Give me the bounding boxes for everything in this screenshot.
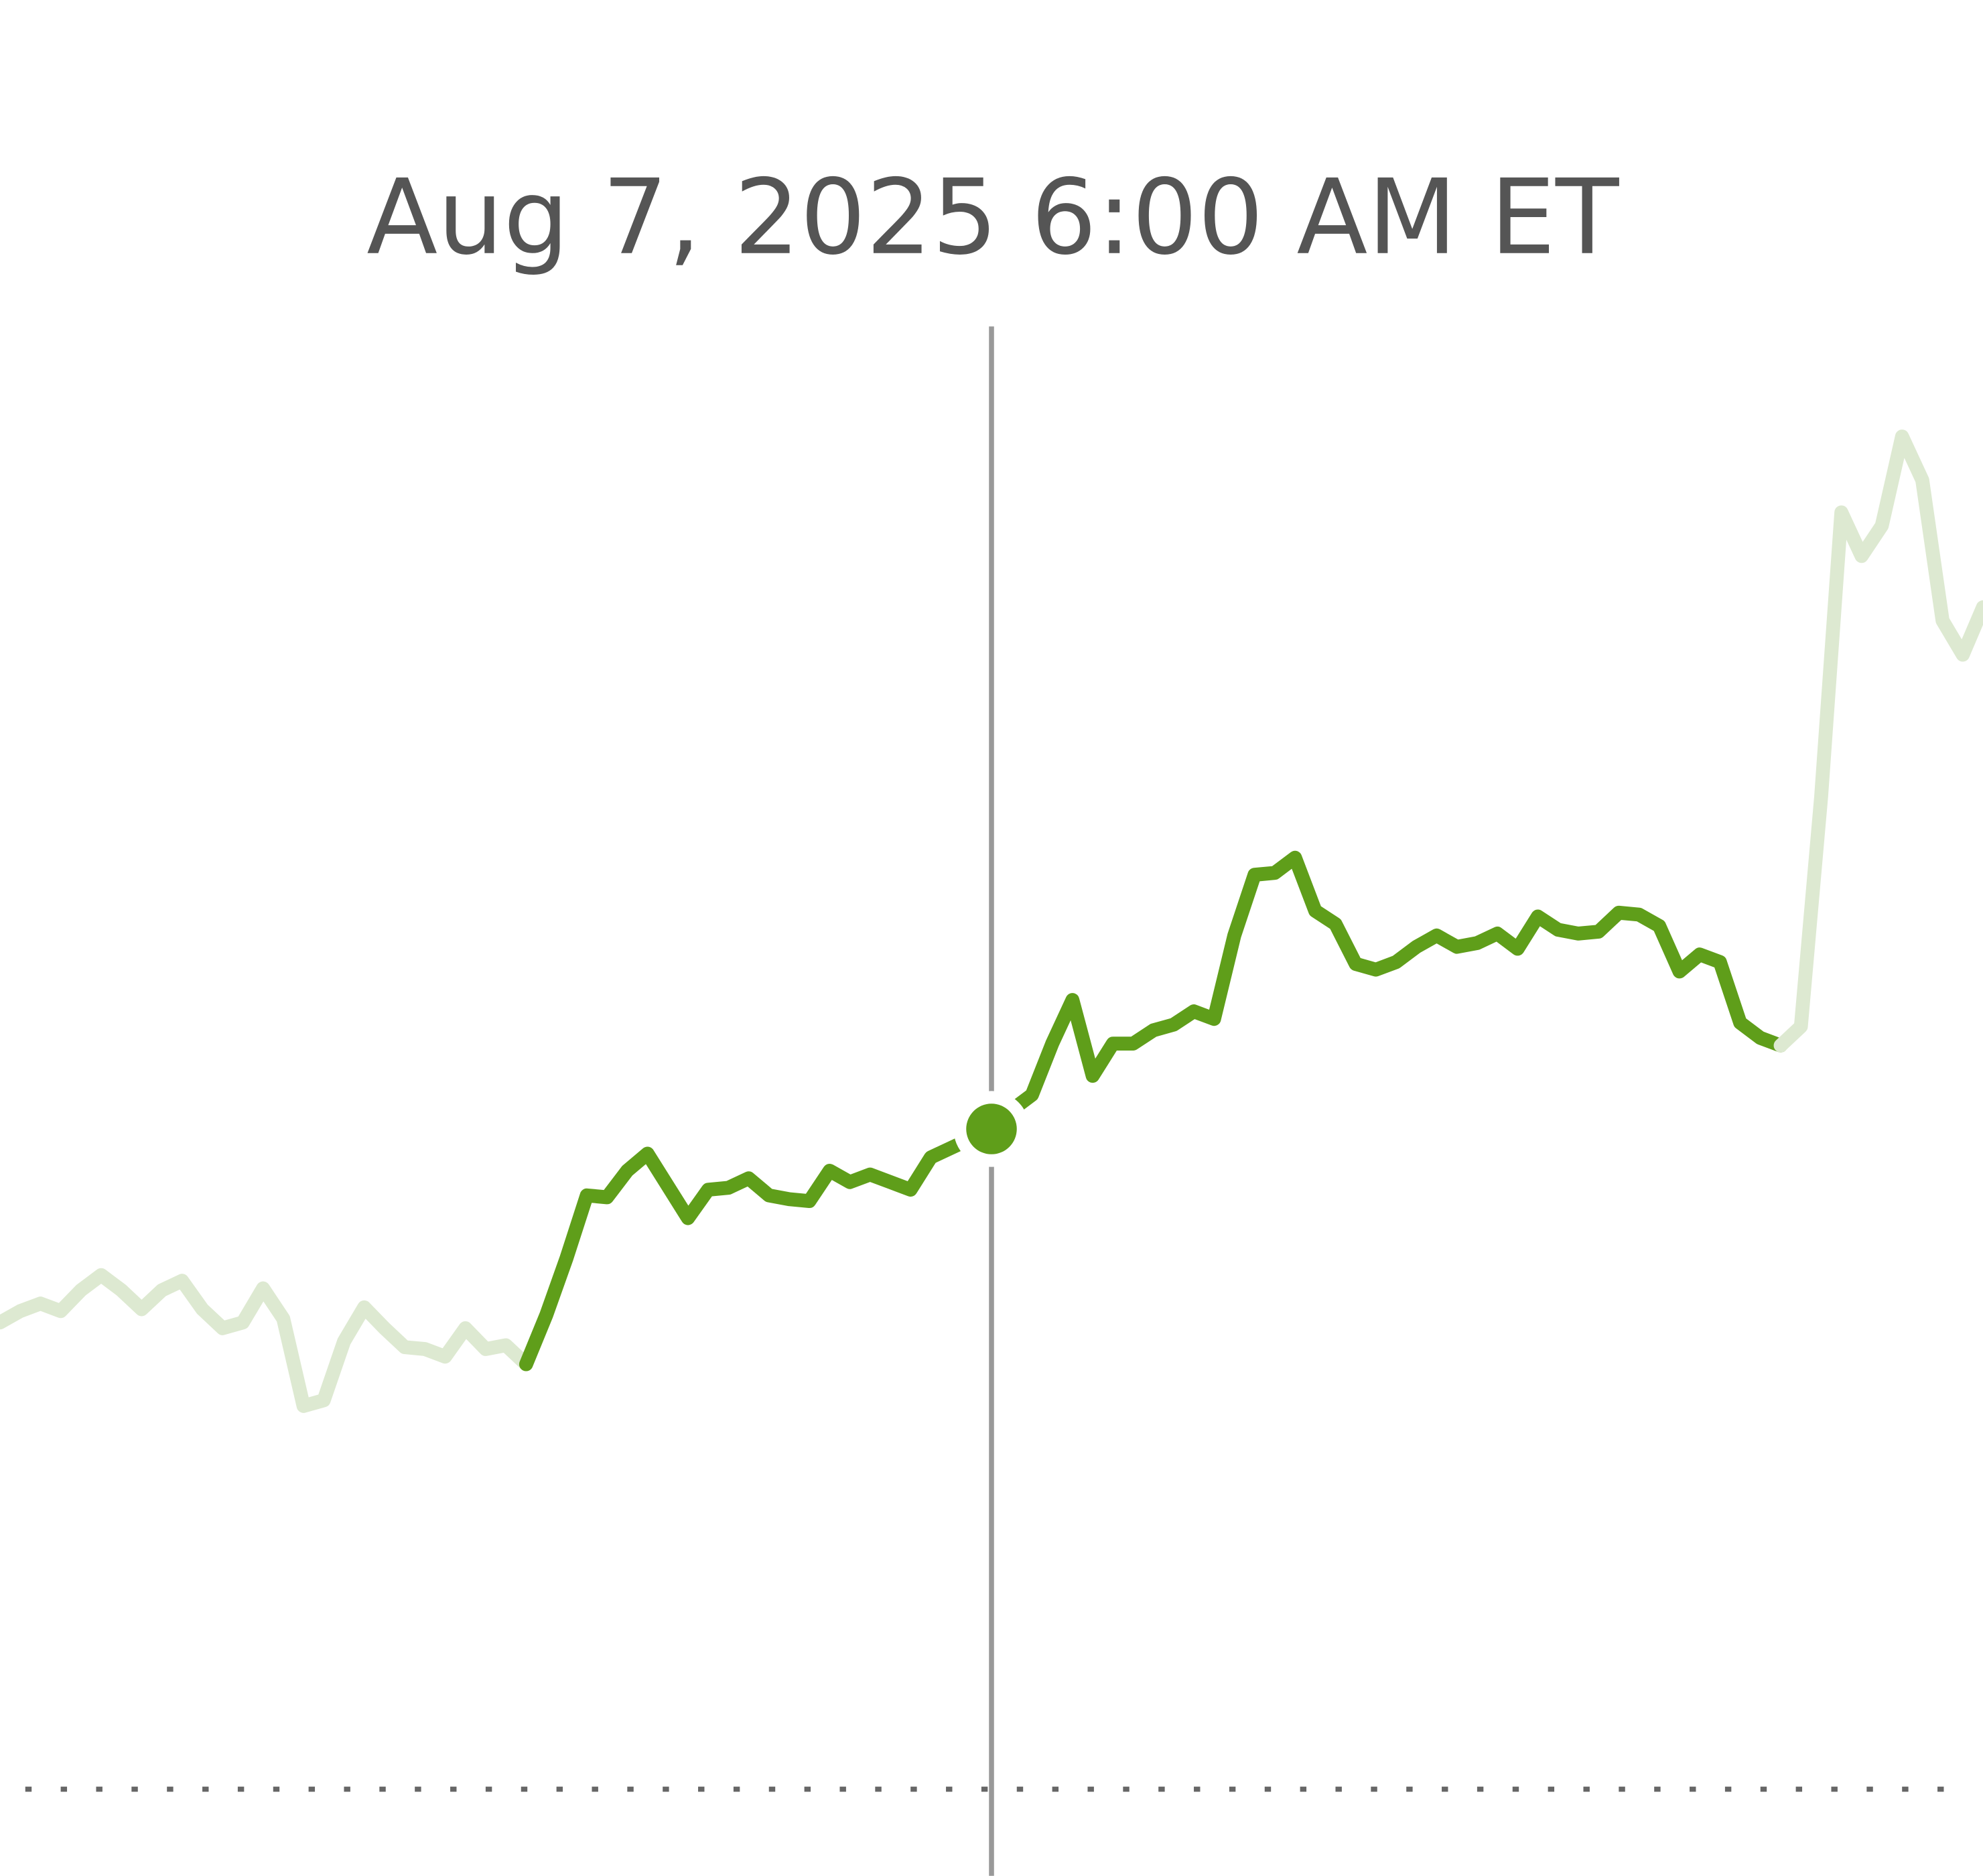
price-line [519, 850, 1788, 1371]
hover-dot [966, 1103, 1017, 1154]
price-line [0, 1268, 533, 1413]
hover-time-label: Aug 7, 2025 6:00 AM ET [366, 157, 1619, 278]
price-line [1773, 429, 1983, 1053]
